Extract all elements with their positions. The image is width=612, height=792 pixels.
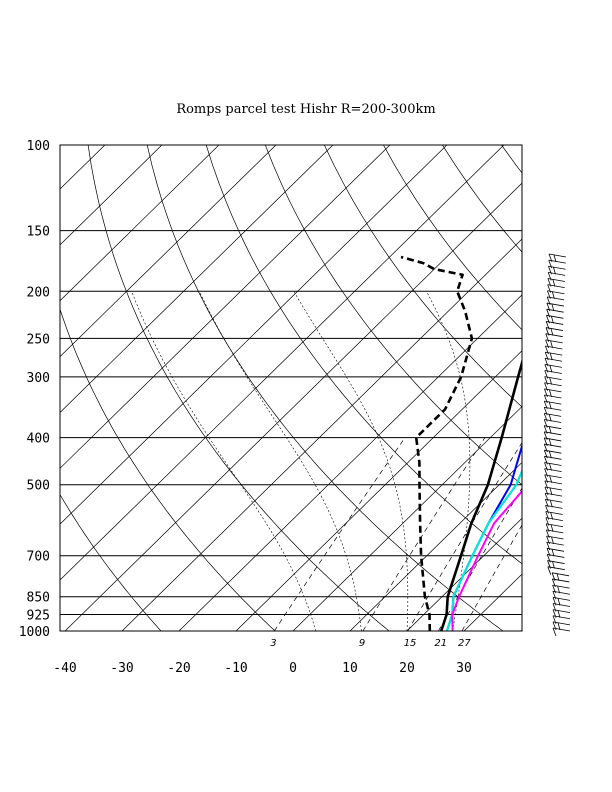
x-tick-label: -30 — [110, 661, 133, 676]
mixing-ratio-line — [438, 487, 522, 631]
dry-adiabat-line — [0, 145, 55, 641]
y-tick-label: 150 — [27, 225, 50, 240]
x-tick-label: 0 — [289, 661, 297, 676]
y-tick-label: 250 — [27, 332, 50, 347]
y-tick-label: 100 — [27, 139, 50, 154]
isotherm-line — [60, 145, 106, 190]
y-tick-label: 925 — [27, 609, 50, 624]
y-tick-label: 850 — [27, 591, 50, 606]
dry-adiabat-line — [323, 145, 522, 408]
mixing-ratio-label: 21 — [434, 638, 447, 649]
dry-adiabat-line — [205, 145, 522, 565]
dry-adiabat-line — [146, 145, 504, 631]
isotherm-line — [349, 461, 522, 631]
x-tick-label: -40 — [53, 661, 76, 676]
x-tick-label: -10 — [224, 661, 247, 676]
dry-adiabat-line — [561, 145, 612, 641]
x-tick-label: 30 — [456, 661, 472, 676]
isotherm-line — [178, 294, 522, 631]
isotherm-line — [60, 145, 391, 469]
series-line-4 — [445, 468, 522, 631]
mixing-ratio-label: 3 — [270, 638, 276, 649]
moist-adiabat-line — [293, 291, 409, 631]
dry-adiabat-line — [87, 145, 390, 631]
x-tick-label: 10 — [342, 661, 358, 676]
dry-adiabat-line — [264, 145, 522, 486]
y-tick-label: 700 — [27, 550, 50, 565]
y-tick-label: 400 — [27, 432, 50, 447]
isotherm-line — [60, 145, 334, 413]
series-line-1 — [439, 358, 522, 631]
x-tick-label: 20 — [399, 661, 415, 676]
chart-title: Romps parcel test Hishr R=200-300km — [176, 102, 435, 117]
mixing-ratio-line — [407, 442, 522, 631]
wind-barb — [547, 566, 565, 575]
y-tick-label: 200 — [27, 285, 50, 300]
isotherm-line — [64, 182, 522, 631]
isotherm-line — [60, 145, 448, 525]
mixing-ratio-line — [274, 437, 406, 631]
mixing-ratio-label: 15 — [404, 638, 417, 649]
y-tick-label: 500 — [27, 479, 50, 494]
isotherm-line — [520, 629, 522, 631]
series-line-2 — [400, 255, 474, 631]
series-line-6 — [451, 489, 522, 631]
isotherm-line — [60, 145, 277, 358]
dry-adiabat-line — [60, 493, 162, 631]
mixing-ratio-line — [362, 437, 486, 631]
x-tick-label: -20 — [167, 661, 190, 676]
isotherm-line — [578, 145, 612, 631]
isotherm-line — [235, 350, 522, 631]
moist-adiabat-line — [199, 291, 362, 631]
wind-barb — [552, 627, 571, 637]
plot-frame — [59, 144, 523, 632]
series-line-5 — [445, 468, 522, 631]
mixing-ratio-label: 27 — [458, 638, 471, 649]
dry-adiabat-line — [501, 145, 522, 174]
y-tick-label: 300 — [27, 371, 50, 386]
mixing-ratio-label: 9 — [359, 638, 365, 649]
dry-adiabat-line — [60, 308, 276, 631]
moist-adiabat-line — [426, 291, 471, 631]
isotherm-line — [121, 238, 522, 631]
y-tick-label: 1000 — [19, 625, 50, 640]
isotherm-line — [60, 145, 163, 246]
isotherm-line — [406, 517, 522, 631]
isotherm-line — [60, 145, 220, 302]
isotherm-line — [292, 406, 522, 631]
